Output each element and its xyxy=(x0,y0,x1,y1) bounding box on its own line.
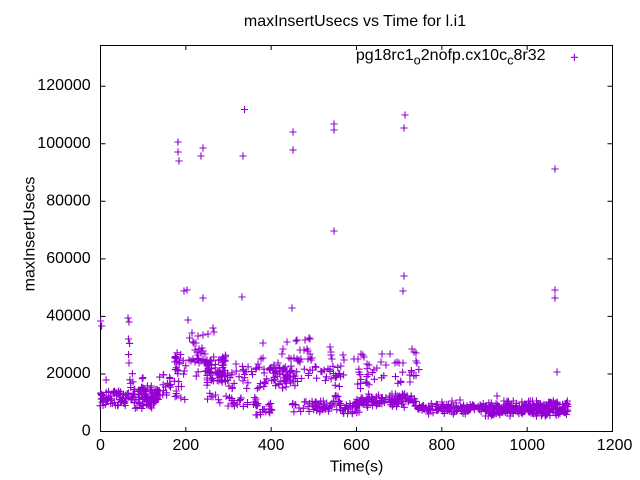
svg-text:60000: 60000 xyxy=(46,250,91,267)
svg-text:100000: 100000 xyxy=(37,135,90,152)
svg-text:400: 400 xyxy=(258,437,285,454)
svg-text:120000: 120000 xyxy=(37,77,90,94)
svg-text:maxInsertUsecs: maxInsertUsecs xyxy=(22,177,39,292)
svg-text:200: 200 xyxy=(172,437,199,454)
svg-text:20000: 20000 xyxy=(46,365,91,382)
svg-text:1000: 1000 xyxy=(509,437,545,454)
svg-text:0: 0 xyxy=(96,437,105,454)
svg-text:40000: 40000 xyxy=(46,307,91,324)
svg-text:maxInsertUsecs vs Time for l.i: maxInsertUsecs vs Time for l.i1 xyxy=(244,13,466,30)
svg-text:600: 600 xyxy=(343,437,370,454)
svg-text:80000: 80000 xyxy=(46,192,91,209)
svg-text:0: 0 xyxy=(82,423,91,440)
svg-text:1200: 1200 xyxy=(597,437,633,454)
svg-text:800: 800 xyxy=(428,437,455,454)
svg-text:Time(s): Time(s) xyxy=(330,459,384,476)
svg-text:pg18rc1o2nofp.cx10cc8r32: pg18rc1o2nofp.cx10cc8r32 xyxy=(356,47,546,68)
